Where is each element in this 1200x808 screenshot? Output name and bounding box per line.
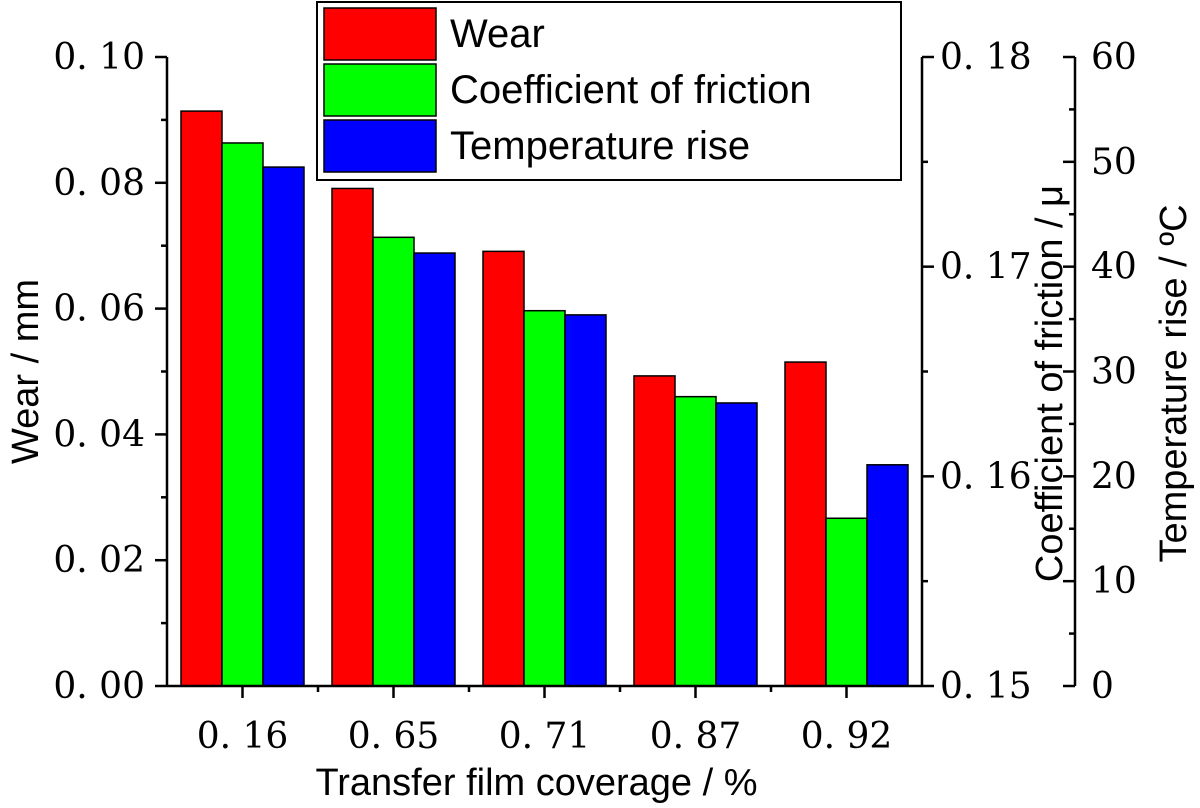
legend-swatch-1 — [323, 63, 437, 117]
bar-coefficient-of-friction-0 — [221, 142, 264, 687]
legend-label-2: Temperature rise — [450, 124, 750, 168]
legend-label-1: Coefficient of friction — [450, 68, 812, 112]
y3-axis-title: Temperature rise / ºC — [1153, 204, 1195, 562]
x-tick-label: 0. 87 — [650, 716, 742, 757]
y1-tick-label: 0. 02 — [53, 540, 145, 581]
bar-coefficient-of-friction-2 — [523, 309, 566, 687]
bar-wear-3 — [633, 375, 676, 687]
bar-temperature-rise-0 — [262, 166, 305, 687]
x-tick-label: 0. 65 — [348, 716, 440, 757]
bar-wear-1 — [331, 187, 374, 687]
y1-tick-label: 0. 06 — [53, 289, 145, 330]
y3-tick-label: 10 — [1091, 561, 1137, 602]
bars-layer — [180, 110, 909, 687]
y1-axis-title: Wear / mm — [5, 279, 47, 464]
y1-tick-label: 0. 08 — [53, 163, 145, 204]
legend-swatch-0 — [323, 7, 437, 61]
x-tick-label: 0. 16 — [197, 716, 289, 757]
bar-coefficient-of-friction-1 — [372, 236, 415, 687]
bar-wear-0 — [180, 110, 223, 687]
bar-wear-2 — [482, 250, 525, 687]
y2-tick-label: 0. 17 — [940, 247, 1032, 288]
y2-tick-label: 0. 18 — [940, 37, 1032, 78]
bar-temperature-rise-3 — [715, 402, 758, 687]
legend: Wear Coefficient of friction Temperature r… — [316, 1, 902, 181]
y1-tick-label: 0. 10 — [53, 37, 145, 78]
y2-tick-label: 0. 16 — [940, 456, 1032, 497]
bar-temperature-rise-1 — [413, 252, 456, 687]
y3-tick-label: 50 — [1091, 142, 1137, 183]
bar-temperature-rise-2 — [564, 314, 607, 687]
y3-tick-label: 30 — [1091, 352, 1137, 393]
bar-temperature-rise-4 — [866, 464, 909, 687]
axes-layer: 0. 00 0. 02 0. 04 0. 06 0. 08 0. 10 0. 15 0. 16… — [53, 37, 1136, 757]
legend-swatch-2 — [323, 119, 437, 173]
x-tick-label: 0. 92 — [801, 716, 893, 757]
y1-tick-label: 0. 00 — [53, 666, 145, 707]
y3-tick-label: 40 — [1091, 247, 1137, 288]
bar-coefficient-of-friction-3 — [674, 395, 717, 687]
bar-wear-4 — [784, 361, 827, 687]
y3-tick-label: 0 — [1091, 666, 1114, 707]
bar-coefficient-of-friction-4 — [825, 517, 868, 687]
legend-label-0: Wear — [450, 12, 545, 56]
y1-tick-label: 0. 04 — [53, 414, 145, 455]
y3-tick-label: 60 — [1091, 37, 1137, 78]
y2-axis-title: Coefficient of friction / μ — [1029, 185, 1071, 582]
x-axis-title: Transfer film coverage / % — [315, 762, 757, 804]
x-tick-label: 0. 71 — [499, 716, 591, 757]
y3-tick-label: 20 — [1091, 456, 1137, 497]
y2-tick-label: 0. 15 — [940, 666, 1032, 707]
